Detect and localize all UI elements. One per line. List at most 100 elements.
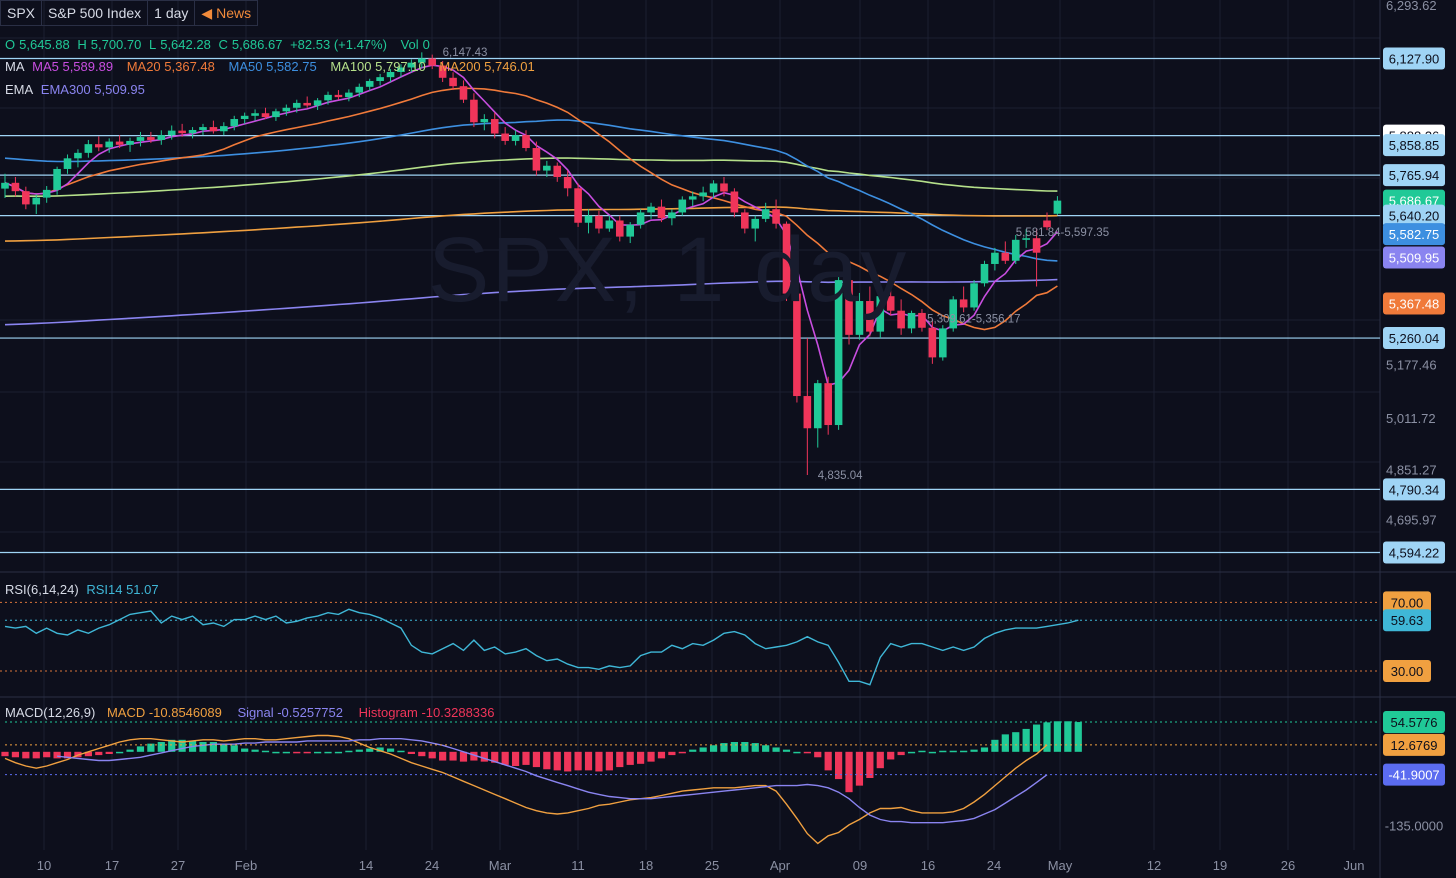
candle-body [84, 144, 93, 153]
macd-histogram-bar [835, 751, 843, 780]
open-label: O [5, 37, 16, 52]
price-level-label: 4,790.34 [1389, 482, 1440, 497]
x-axis-tick: 14 [359, 858, 373, 873]
price-level-badge [1383, 327, 1445, 350]
x-axis-tick: 27 [171, 858, 185, 873]
price-annotation: 4,835.04 [818, 470, 863, 482]
symbol-name[interactable]: S&P 500 Index [42, 0, 149, 26]
price-level-label: 5,765.94 [1389, 168, 1440, 183]
macd-axis-label: -41.9007 [1388, 768, 1439, 783]
macd-legend[interactable]: MACD(12,26,9) MACD -10.8546089 Signal -0… [5, 705, 498, 720]
symbol-ticker[interactable]: SPX [0, 0, 43, 26]
macd-histogram-bar [762, 745, 770, 752]
macd-histogram-bar [866, 751, 874, 778]
macd-histogram-bar [334, 751, 343, 754]
candle-body [199, 127, 207, 130]
macd-histogram-bar [668, 751, 676, 756]
macd-histogram-bar [241, 748, 249, 752]
price-level-badge [1383, 164, 1445, 187]
price-level-badge [1383, 246, 1445, 269]
candle-body [32, 197, 41, 205]
price-axis-tick: 6,293.62 [1386, 0, 1437, 13]
macd-badge [1383, 711, 1445, 734]
news-label: News [216, 5, 252, 21]
macd-histogram-bar [887, 751, 895, 760]
candle-body [230, 119, 239, 127]
candle-body [626, 224, 634, 237]
candle-body [647, 206, 655, 213]
rsi14-legend: RSI14 51.07 [86, 582, 159, 597]
macd-histogram-bar [178, 739, 186, 752]
macd-histogram-bar [647, 751, 655, 762]
macd-histogram-bar [532, 751, 541, 768]
candle-body [897, 310, 905, 329]
ma200-legend: MA200 5,746.01 [439, 59, 535, 74]
candle-body [939, 328, 947, 358]
candle-body [918, 312, 926, 328]
macd-histogram-bar [136, 746, 145, 752]
candle-body [240, 115, 249, 120]
close-label: C [218, 37, 228, 52]
ema-legend[interactable]: EMA EMA300 5,509.95 [5, 82, 149, 97]
candle-body [63, 158, 72, 169]
candle-body [928, 327, 937, 358]
macd-histogram-bar [43, 751, 51, 758]
ma5-legend: MA5 5,589.89 [32, 59, 114, 74]
x-axis-tick: 25 [705, 858, 719, 873]
candle-body [574, 188, 582, 223]
price-level-badge [1383, 541, 1445, 564]
macd-histogram-bar [970, 749, 978, 752]
candle-body [1053, 200, 1062, 214]
macd-histogram-bar [303, 751, 311, 754]
rsi-axis-label: 59.63 [1391, 613, 1424, 628]
ma-legend[interactable]: MA MA5 5,589.89 MA20 5,367.48 MA50 5,582… [5, 59, 539, 74]
candle-body [1001, 252, 1010, 261]
macd-histogram-bar [470, 751, 478, 761]
rsi-legend[interactable]: RSI(6,14,24) RSI14 51.07 [5, 582, 163, 597]
candle-body [595, 215, 603, 229]
rsi-line [4, 608, 1079, 686]
candle-body [532, 148, 541, 171]
price-level-badge [1383, 292, 1445, 315]
candle-body [970, 283, 978, 308]
news-button[interactable]: ◀ News [195, 0, 259, 26]
price-level-label: 4,594.22 [1389, 546, 1440, 561]
candle-body [522, 135, 530, 149]
candle-body [886, 296, 895, 311]
macd-histogram-bar [11, 751, 20, 758]
macd-histogram-bar [574, 751, 582, 771]
candle-body [678, 199, 687, 213]
macd-histogram-bar [1064, 721, 1072, 752]
candle-body [605, 220, 614, 229]
macd-histogram-bar [418, 751, 426, 757]
candle-body [261, 113, 270, 118]
candle-body [699, 192, 707, 197]
interval-selector[interactable]: 1 day [148, 0, 196, 26]
candle-body [636, 212, 645, 225]
macd-histogram-bar [491, 751, 499, 763]
macd-histogram-bar [105, 751, 113, 754]
ma100-line [4, 157, 1058, 197]
macd-histogram-bar [522, 751, 530, 765]
macd-histogram-bar [949, 750, 957, 753]
speaker-icon: ◀ [201, 5, 213, 21]
macd-histogram-bar [855, 751, 864, 786]
high-value: 5,700.70 [90, 37, 142, 52]
candle-body [824, 383, 832, 426]
candle-body [1032, 238, 1041, 253]
macd-histogram-bar [678, 751, 686, 754]
macd-histogram-bar [501, 751, 509, 765]
macd-histogram-bar [1053, 721, 1062, 752]
candle-body [803, 396, 812, 429]
candle-body [511, 135, 520, 141]
price-level-badge [1383, 223, 1445, 246]
price-level-badge [1383, 478, 1445, 501]
ema-legend-label: EMA [5, 82, 34, 97]
macd-histogram-bar [699, 747, 707, 752]
x-axis-tick: Feb [235, 858, 257, 873]
macd-histogram-bar [209, 742, 217, 752]
candle-body [365, 81, 374, 87]
candle-body [543, 165, 551, 171]
candle-body [709, 183, 718, 193]
